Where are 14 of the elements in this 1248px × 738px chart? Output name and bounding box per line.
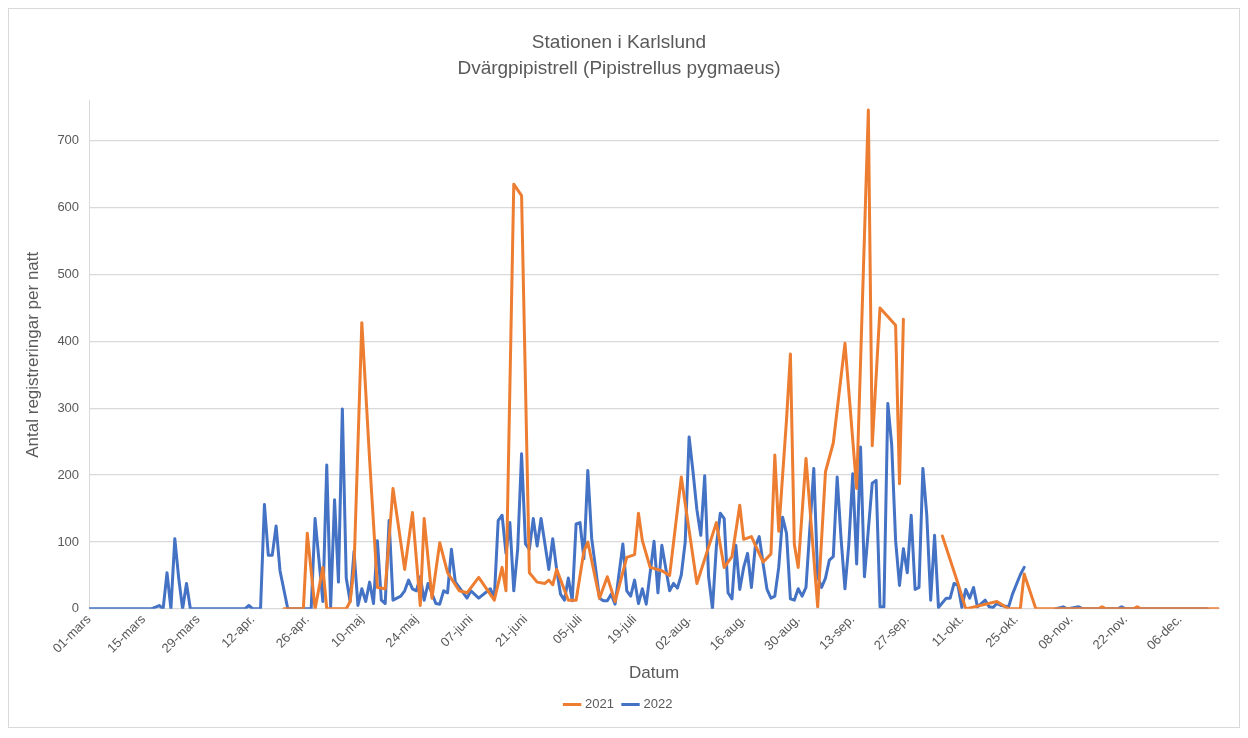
y-tick-label: 600	[57, 199, 80, 215]
x-axis-title: Datum	[629, 663, 680, 683]
y-tick-label: 500	[57, 266, 80, 282]
legend-label: 2021	[585, 696, 614, 712]
y-tick-label: 700	[57, 132, 80, 148]
y-tick-label: 100	[57, 533, 80, 549]
chart-subtitle: Dvärgpipistrell (Pipistrellus pygmaeus)	[457, 57, 781, 79]
y-tick-label: 300	[57, 399, 80, 415]
y-tick-label: 0	[71, 600, 80, 616]
y-axis-title: Antal registreringar per natt	[22, 251, 42, 458]
chart-title: Stationen i Karlslund	[531, 30, 707, 52]
legend-label: 2022	[643, 696, 673, 712]
y-tick-label: 400	[57, 332, 80, 348]
y-tick-label: 200	[57, 466, 80, 482]
